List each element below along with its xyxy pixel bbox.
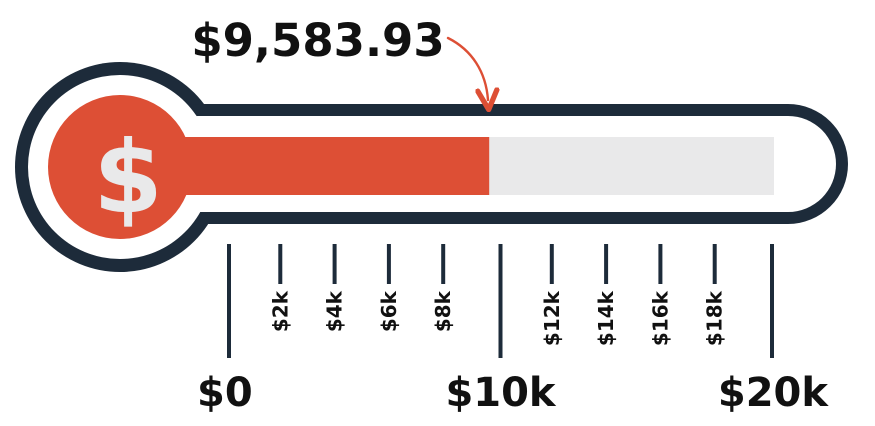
minor-tick-label: $14k <box>594 290 618 346</box>
major-tick-label: $20k <box>718 370 829 416</box>
scale: $0 $10k $20k $2k $4k $6k $8k $12k $14k $16k $18k <box>197 244 829 416</box>
thermometer-bulb <box>48 95 192 239</box>
dollar-sign-icon: $ <box>93 119 163 236</box>
thermometer-fill-bar <box>175 137 490 195</box>
minor-tick-label: $4k <box>323 290 347 332</box>
current-value-callout: $9,583.93 <box>191 14 488 100</box>
minor-tick-label: $2k <box>268 290 292 332</box>
minor-tick-label: $18k <box>703 290 727 346</box>
callout-arrow <box>446 36 488 100</box>
major-tick-label: $0 <box>197 370 253 416</box>
current-value-label: $9,583.93 <box>191 14 444 67</box>
minor-tick-label: $6k <box>377 290 401 332</box>
major-tick-label: $10k <box>445 370 556 416</box>
minor-tick-label: $12k <box>540 290 564 346</box>
minor-tick-label: $8k <box>431 290 455 332</box>
thermometer-body: $ <box>15 62 848 272</box>
minor-tick-label: $16k <box>648 290 672 346</box>
